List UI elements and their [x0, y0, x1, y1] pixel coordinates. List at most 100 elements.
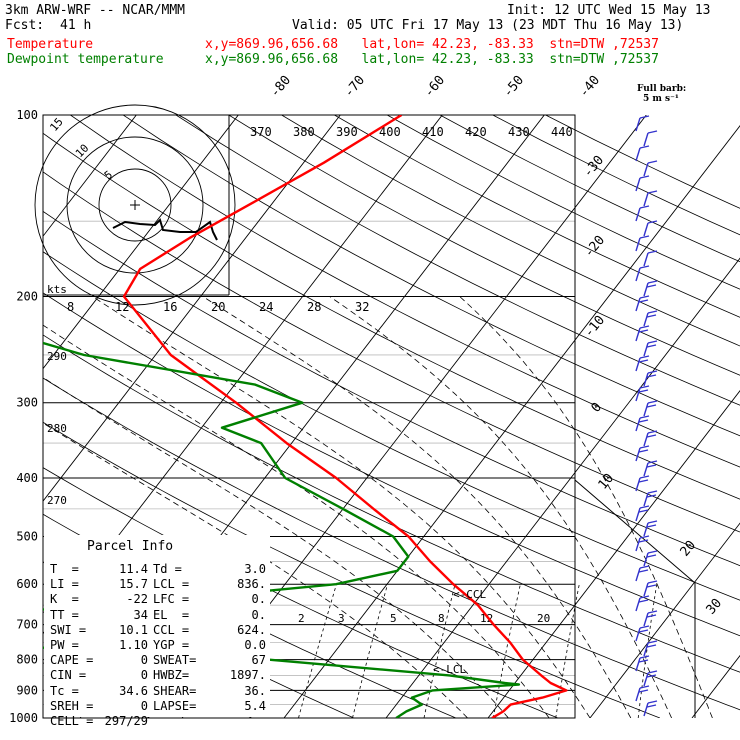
- barb-legend-title: Full barb:: [637, 84, 687, 94]
- pressure-label: 500: [16, 529, 38, 543]
- parcel-param-value: 0.: [251, 607, 266, 622]
- theta-label: 380: [293, 125, 315, 139]
- mixing-ratio-line: [352, 584, 388, 718]
- isotherm: [43, 115, 137, 237]
- parcel-param-value: 5.4: [244, 698, 266, 713]
- parcel-param-value: 0.0: [244, 637, 266, 652]
- theta-label: 390: [336, 125, 358, 139]
- theta-label: 270: [47, 494, 67, 507]
- isotherm-label: 20: [678, 538, 700, 560]
- wind-barb: [643, 490, 658, 507]
- hodograph-speed-label: 20: [211, 300, 225, 314]
- hodograph-ring: [98, 168, 172, 242]
- wind-barb: [635, 685, 650, 702]
- parcel-param-value: 15.7: [119, 577, 148, 592]
- wind-barb: [635, 415, 650, 432]
- hodograph-ring-label: 15: [47, 115, 65, 134]
- parcel-param-label: SWI =: [50, 622, 87, 637]
- isotherm: [487, 389, 740, 718]
- theta-label: 400: [379, 125, 401, 139]
- wind-barb: [643, 550, 658, 567]
- hodograph-ring-label: 5: [102, 168, 115, 182]
- wind-barbs: [635, 115, 658, 717]
- mixing-ratio-line: [298, 584, 337, 718]
- moist-adiabat: [43, 324, 550, 718]
- wind-barb: [635, 235, 650, 252]
- wind-barb: [635, 355, 650, 372]
- dewpoint-profile: [43, 341, 521, 718]
- wind-barb: [635, 205, 650, 222]
- isotherm-label: -40: [577, 73, 604, 101]
- wind-barb: [635, 445, 650, 462]
- parcel-param-label: Tc =: [50, 683, 79, 698]
- parcel-param-label: LAPSE=: [153, 698, 197, 713]
- isotherm-label: -70: [342, 73, 369, 101]
- parcel-param-value: 34.6: [119, 683, 148, 698]
- hodograph-ring-label: 10: [73, 142, 92, 161]
- wind-barb: [635, 145, 650, 162]
- isotherm-label: -10: [582, 313, 609, 341]
- pressure-label: 900: [16, 683, 38, 697]
- parcel-param-label: CAPE =: [50, 653, 94, 668]
- moist-adiabat: [43, 422, 468, 718]
- parcel-param-label: HWBZ=: [153, 668, 190, 683]
- lcl-annotation: <-LCL: [433, 663, 467, 676]
- parcel-param-value: 1.10: [119, 637, 148, 652]
- mixing-ratio-label: 2: [298, 612, 305, 625]
- pressure-label: 200: [16, 290, 38, 304]
- mixing-ratio-line: [637, 584, 658, 718]
- wind-barb: [643, 640, 658, 657]
- parcel-param-value: 0: [140, 698, 148, 713]
- dry-adiabat: [122, 115, 740, 437]
- dry-adiabat: [43, 334, 740, 673]
- parcel-param-label: K =: [50, 592, 79, 607]
- parcel-param-label: LCL =: [153, 577, 190, 592]
- moist-adiabat: [92, 296, 591, 718]
- kts-label: kts: [47, 283, 67, 296]
- parcel-param-label: CCL =: [153, 622, 190, 637]
- mixing-ratio-label: 8: [438, 612, 445, 625]
- isotherm-label: -50: [501, 73, 528, 101]
- mixing-ratio-line: [555, 584, 580, 718]
- hodograph-ring: [34, 104, 236, 306]
- parcel-param-value: 10.1: [119, 622, 148, 637]
- wind-barb: [643, 310, 658, 327]
- isotherm: [43, 115, 239, 370]
- mixing-ratio-line: [423, 584, 456, 718]
- wind-barb: [643, 580, 658, 597]
- wind-barb: [643, 700, 658, 717]
- pressure-label: 700: [16, 618, 38, 632]
- mixing-ratio-label: 3: [338, 612, 345, 625]
- parcel-param-label: CELL =: [50, 713, 94, 728]
- isotherm-label: 10: [596, 471, 618, 493]
- isotherm-label: -30: [581, 153, 608, 181]
- parcel-param-label: SWEAT=: [153, 653, 197, 668]
- pressure-label: 400: [16, 471, 38, 485]
- parcel-param-label: TT =: [50, 607, 79, 622]
- dry-adiabat: [43, 171, 740, 533]
- wind-barb: [643, 130, 658, 147]
- theta-label: 430: [508, 125, 530, 139]
- pressure-label: 1000: [9, 711, 38, 725]
- mixing-ratio-label: 5: [390, 612, 397, 625]
- theta-label: 290: [47, 350, 67, 363]
- dry-adiabat: [387, 115, 740, 290]
- wind-barb: [635, 115, 650, 132]
- isotherm-label: -60: [422, 73, 449, 101]
- fcst-value: 41 h: [60, 18, 92, 33]
- theta-label: 440: [551, 125, 573, 139]
- wind-barb: [635, 595, 650, 612]
- parcel-param-label: EL =: [153, 607, 190, 622]
- temperature-legend-info: x,y=869.96,656.68 lat,lon= 42.23, -83.33…: [205, 37, 659, 52]
- pressure-label: 600: [16, 577, 38, 591]
- wind-barb: [635, 325, 650, 342]
- pressure-label: 100: [16, 108, 38, 122]
- isotherm: [385, 257, 740, 718]
- dewpoint-legend-info: x,y=869.96,656.68 lat,lon= 42.23, -83.33…: [205, 52, 659, 67]
- hodograph-speed-label: 8: [67, 300, 74, 314]
- moist-adiabat: [202, 296, 632, 718]
- parcel-param-label: LFC =: [153, 592, 190, 607]
- isotherm-label: 0: [589, 400, 606, 416]
- wind-barb: [643, 460, 658, 477]
- wind-barb: [643, 190, 658, 207]
